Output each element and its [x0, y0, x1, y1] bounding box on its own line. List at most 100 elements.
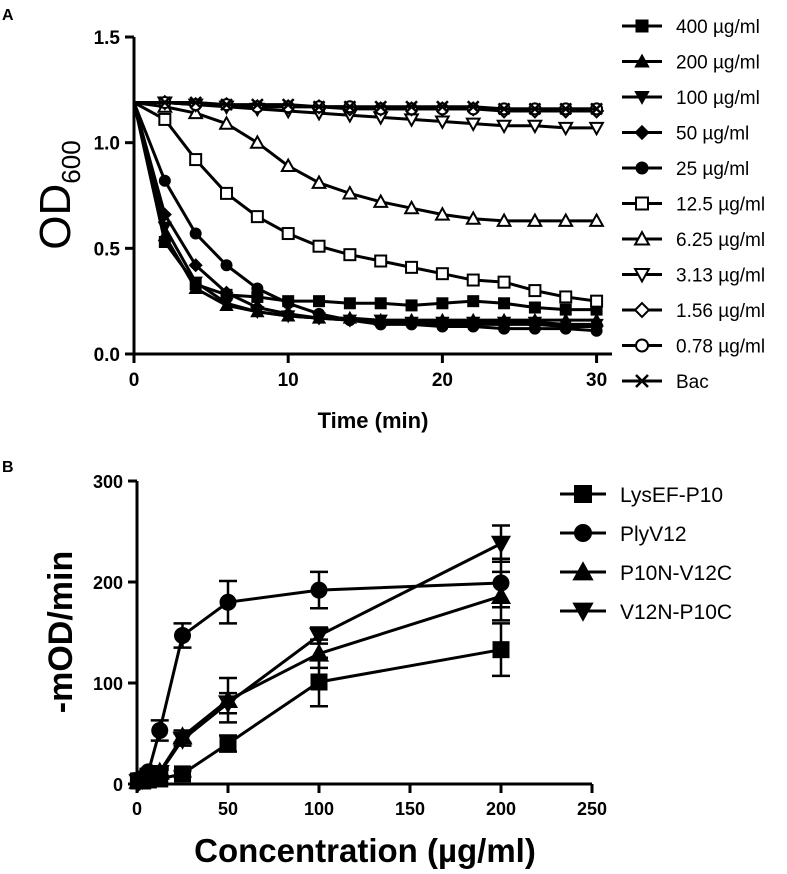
legend-label: V12N-P10C	[620, 601, 732, 624]
panel-label-a: A	[2, 7, 14, 24]
data-point	[343, 297, 356, 310]
chart-b-x-tick-label: 200	[486, 799, 516, 819]
series-line-12-5-ug-ml	[133, 101, 597, 303]
data-point	[436, 100, 449, 114]
data-point	[466, 100, 480, 114]
chart-b-y-axis-label: -mOD/min	[42, 551, 80, 713]
data-point	[498, 297, 511, 310]
chart-a: 0 10 20 30 0.0 0.5 1.0 1.5 Time (min) OD600 400…	[31, 17, 765, 433]
data-point	[250, 210, 264, 224]
data-point	[312, 100, 326, 114]
data-point	[497, 275, 511, 289]
chart-a-y-tick-label: 0.5	[94, 239, 121, 260]
legend-marker	[634, 90, 650, 105]
legend-label: 12.5 µg/ml	[676, 195, 765, 216]
chart-b-axes	[135, 481, 592, 786]
series-line-6-25-ug-ml	[133, 101, 597, 223]
data-point	[405, 100, 418, 114]
data-point	[434, 206, 451, 221]
data-point	[313, 307, 326, 320]
data-point	[588, 121, 605, 137]
data-point	[590, 324, 603, 337]
chart-a-y-axis-label-main: OD	[31, 184, 80, 250]
data-point	[218, 115, 235, 130]
data-point	[343, 248, 357, 262]
legend-marker	[633, 230, 651, 246]
data-point	[189, 227, 202, 240]
data-point	[435, 267, 449, 281]
legend-marker	[634, 53, 650, 68]
legend-label: PlyV12	[620, 523, 687, 546]
series-12-5-ug-ml	[133, 101, 604, 308]
data-point	[341, 185, 358, 200]
data-point	[308, 627, 330, 646]
chart-b-y-tick-label: 200	[93, 573, 123, 593]
data-point	[343, 100, 357, 114]
data-point	[343, 314, 356, 327]
legend-item-200-ug-ml: 200 µg/ml	[622, 53, 760, 74]
data-point	[372, 193, 389, 208]
chart-b-x-tick-label: 0	[132, 799, 142, 819]
legend-label: 200 µg/ml	[676, 53, 760, 74]
legend-marker	[635, 196, 649, 211]
data-point	[467, 320, 480, 333]
data-point	[250, 300, 265, 315]
data-point	[559, 102, 573, 116]
data-point	[219, 285, 234, 300]
data-point	[528, 301, 541, 314]
legend-marker	[635, 161, 649, 175]
chart-b-x-tick-label: 100	[304, 799, 334, 819]
data-point	[465, 117, 482, 133]
legend-marker	[635, 374, 649, 388]
data-point	[436, 320, 449, 333]
data-point	[158, 96, 172, 109]
legend-item-0-78-ug-ml: 0.78 µg/ml	[622, 337, 765, 358]
legend-label: 6.25 µg/ml	[676, 230, 765, 251]
series-400-ug-ml	[132, 102, 603, 316]
chart-a-y-tick-label: 1.0	[94, 134, 120, 155]
data-point	[189, 153, 203, 167]
data-point	[312, 239, 326, 253]
data-point	[308, 643, 330, 662]
chart-a-x-axis-label: Time (min)	[318, 408, 429, 433]
data-point	[174, 765, 191, 783]
chart-b-y-tick-label: 300	[93, 472, 123, 492]
chart-b-x-axis-label: Concentration (µg/ml)	[194, 832, 536, 869]
legend-item-bac: Bac	[622, 372, 709, 393]
data-point	[590, 102, 603, 116]
chart-a-x-tick-label: 0	[129, 370, 140, 391]
chart-a-y-tick-label: 0.0	[94, 345, 120, 366]
data-point	[157, 207, 172, 222]
legend-item-6-25-ug-ml: 6.25 µg/ml	[622, 230, 765, 251]
panel-label-b: B	[2, 459, 14, 476]
legend-marker	[635, 338, 649, 353]
legend-label: P10N-V12C	[620, 562, 732, 585]
data-point	[172, 731, 193, 750]
data-point	[219, 735, 237, 753]
legend-marker	[633, 301, 651, 319]
data-point	[526, 119, 543, 135]
legend-item-25-ug-ml: 25 µg/ml	[622, 159, 749, 180]
data-point	[281, 98, 295, 112]
data-point	[492, 641, 510, 659]
data-point	[557, 121, 574, 137]
data-point	[403, 199, 420, 215]
data-point	[490, 535, 512, 554]
data-point	[528, 284, 542, 298]
data-point	[281, 227, 295, 241]
series-bac	[134, 96, 603, 116]
data-point	[557, 212, 574, 227]
data-point	[374, 100, 388, 114]
series-25-ug-ml	[132, 101, 603, 337]
data-point	[374, 254, 388, 268]
chart-a-y-axis-label-subscript: 600	[56, 140, 86, 183]
data-point	[158, 174, 171, 187]
data-point	[466, 273, 480, 287]
legend-label: 400 µg/ml	[676, 17, 760, 38]
data-point	[313, 295, 326, 308]
legend-item-v12n-p10c: V12N-P10C	[560, 601, 732, 624]
data-point	[374, 318, 387, 331]
chart-a-x-tick-label: 20	[432, 370, 453, 391]
data-point	[220, 186, 234, 200]
